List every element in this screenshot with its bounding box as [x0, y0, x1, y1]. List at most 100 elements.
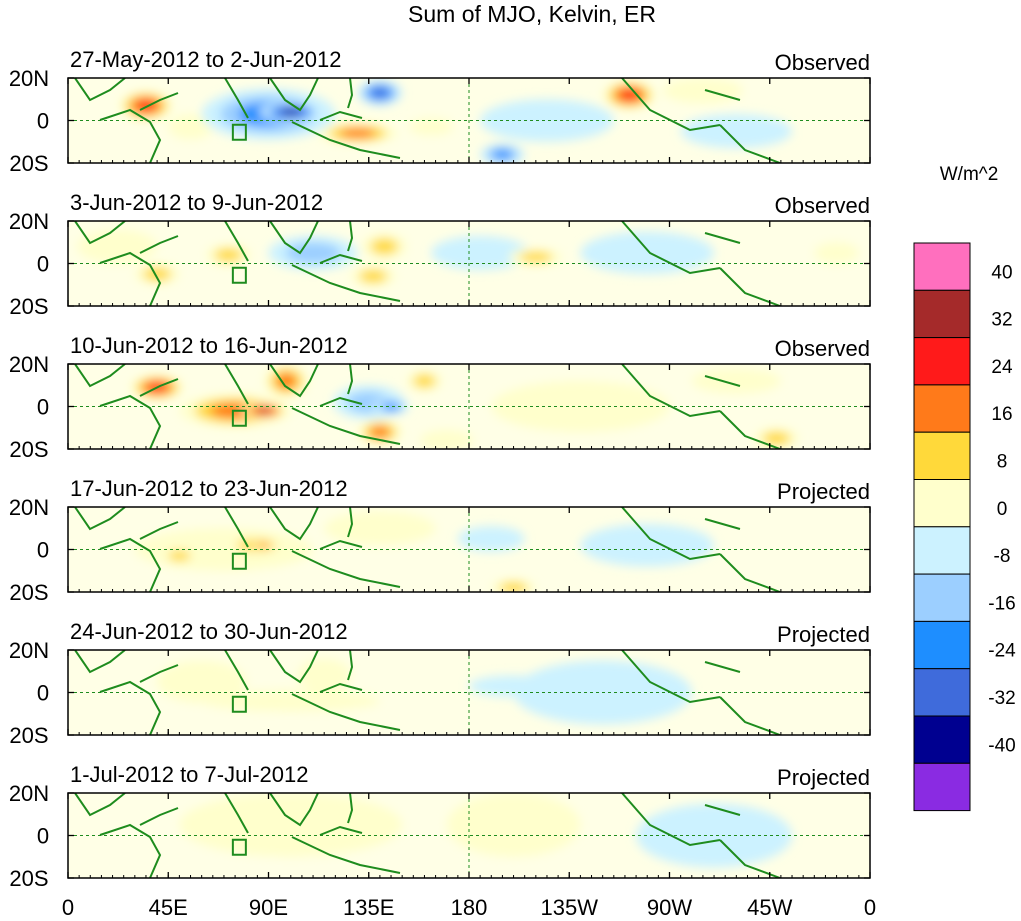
colorbar-tick-label: -40	[988, 735, 1015, 756]
coastline	[139, 521, 179, 540]
anomaly-contour	[168, 550, 191, 562]
colorbar-tick-label: -24	[988, 641, 1016, 662]
x-tick-label: 90E	[249, 895, 288, 920]
coastline	[347, 793, 354, 824]
coastline	[139, 807, 179, 826]
anomaly-contour	[446, 793, 581, 857]
region-box	[231, 695, 247, 713]
coastline	[269, 221, 319, 255]
coastline	[347, 221, 354, 252]
colorbar-tick-label: 8	[997, 452, 1008, 473]
anomaly-contour	[157, 660, 247, 704]
coastline	[704, 232, 741, 244]
coastline	[139, 664, 179, 683]
panel-4: 20N 0 20S 17-Jun-2012 to 23-Jun-2012 Project…	[9, 476, 871, 605]
anomaly-contour	[762, 431, 791, 445]
y-tick-label: 0	[37, 824, 49, 849]
coastline	[139, 235, 179, 254]
y-tick-label: 20S	[9, 866, 48, 891]
y-tick-label: 20S	[9, 151, 48, 176]
panel-status-label: Observed	[775, 193, 870, 218]
colorbar-swatch	[913, 573, 971, 622]
x-tick-label: 90W	[647, 895, 692, 920]
y-tick-label: 20S	[9, 294, 48, 319]
colorbar-tick-label: -16	[988, 593, 1015, 614]
colorbar: W/m^2 40 32 24 16 8 0 -8 -16 -24 -32 -40	[913, 164, 1016, 812]
anomaly-contour	[359, 269, 387, 283]
coastline	[319, 110, 363, 121]
panel-3: 20N 0 20S 10-Jun-2012 to 16-Jun-2012 Observe…	[9, 333, 871, 462]
coastline	[319, 539, 363, 550]
colorbar-tick-label: 32	[991, 310, 1012, 331]
anomaly-contour	[636, 803, 793, 868]
coastline	[99, 251, 162, 306]
anomaly-contour	[143, 267, 171, 281]
colorbar-swatch	[913, 526, 971, 575]
y-tick-label: 20S	[9, 580, 48, 605]
coastline	[319, 253, 363, 264]
colorbar-swatch	[913, 620, 971, 670]
region-box	[231, 123, 247, 141]
coastline	[269, 78, 319, 112]
panel-1: 20N 0 20S 27-May-2012 to 2-Jun-2012 Observed	[9, 47, 871, 176]
coastline	[99, 394, 162, 449]
coastline	[347, 78, 354, 109]
x-tick-label: 45E	[149, 895, 188, 920]
x-axis: 0 45E 90E 135E 180 135W 90W 45W 0	[62, 895, 876, 920]
anomaly-contour	[285, 242, 341, 264]
panel-date-label: 17-Jun-2012 to 23-Jun-2012	[70, 476, 348, 501]
coastline	[139, 378, 179, 397]
coastline	[224, 78, 249, 119]
coastline	[719, 267, 781, 306]
coastline	[224, 364, 249, 405]
coastline	[291, 264, 401, 302]
colorbar-tick-label: 40	[991, 262, 1012, 283]
anomaly-contour	[408, 118, 454, 136]
coastline	[269, 793, 319, 827]
panels-layer: 20N 0 20S 27-May-2012 to 2-Jun-2012 Observed…	[9, 47, 871, 891]
panel-status-label: Projected	[777, 622, 870, 647]
region-box	[231, 266, 247, 284]
coastline	[704, 518, 741, 530]
anomaly-contour	[281, 108, 300, 116]
region-box	[231, 552, 247, 570]
anomaly-contour	[369, 426, 390, 438]
anomaly-contour	[136, 100, 156, 111]
coastline	[704, 89, 741, 101]
coastline	[224, 507, 249, 548]
panel-status-label: Observed	[775, 50, 870, 75]
coastline	[99, 108, 162, 163]
x-tick-label: 45W	[747, 895, 792, 920]
anomaly-contour	[662, 78, 744, 104]
colorbar-tick-label: 24	[991, 357, 1013, 378]
panel-date-label: 24-Jun-2012 to 30-Jun-2012	[70, 619, 348, 644]
coastline	[719, 553, 781, 592]
coastlines	[74, 793, 781, 878]
anomaly-contour	[383, 402, 399, 411]
y-tick-label: 20N	[9, 495, 49, 520]
coastline	[347, 650, 354, 681]
coastline	[99, 537, 162, 592]
colorbar-tick-label: -32	[988, 688, 1015, 709]
anomaly-contour	[499, 582, 528, 592]
anomaly-contour	[480, 99, 614, 142]
region-box	[231, 838, 247, 856]
coastline	[704, 375, 741, 387]
panel-date-label: 27-May-2012 to 2-Jun-2012	[70, 47, 342, 72]
colorbar-swatch	[913, 289, 971, 339]
y-tick-label: 20S	[9, 723, 48, 748]
anomaly-contour	[680, 114, 793, 149]
coastline	[224, 793, 249, 834]
colorbar-swatch	[913, 479, 971, 528]
panel-status-label: Observed	[775, 336, 870, 361]
coastline	[719, 839, 781, 878]
panel-status-label: Projected	[777, 479, 870, 504]
anomaly-contour	[201, 690, 380, 712]
y-tick-label: 20N	[9, 66, 49, 91]
panel-status-label: Projected	[777, 765, 870, 790]
anomaly-contour	[457, 526, 525, 552]
y-tick-label: 0	[37, 109, 49, 134]
coastline	[74, 650, 126, 674]
coastline	[291, 121, 401, 159]
